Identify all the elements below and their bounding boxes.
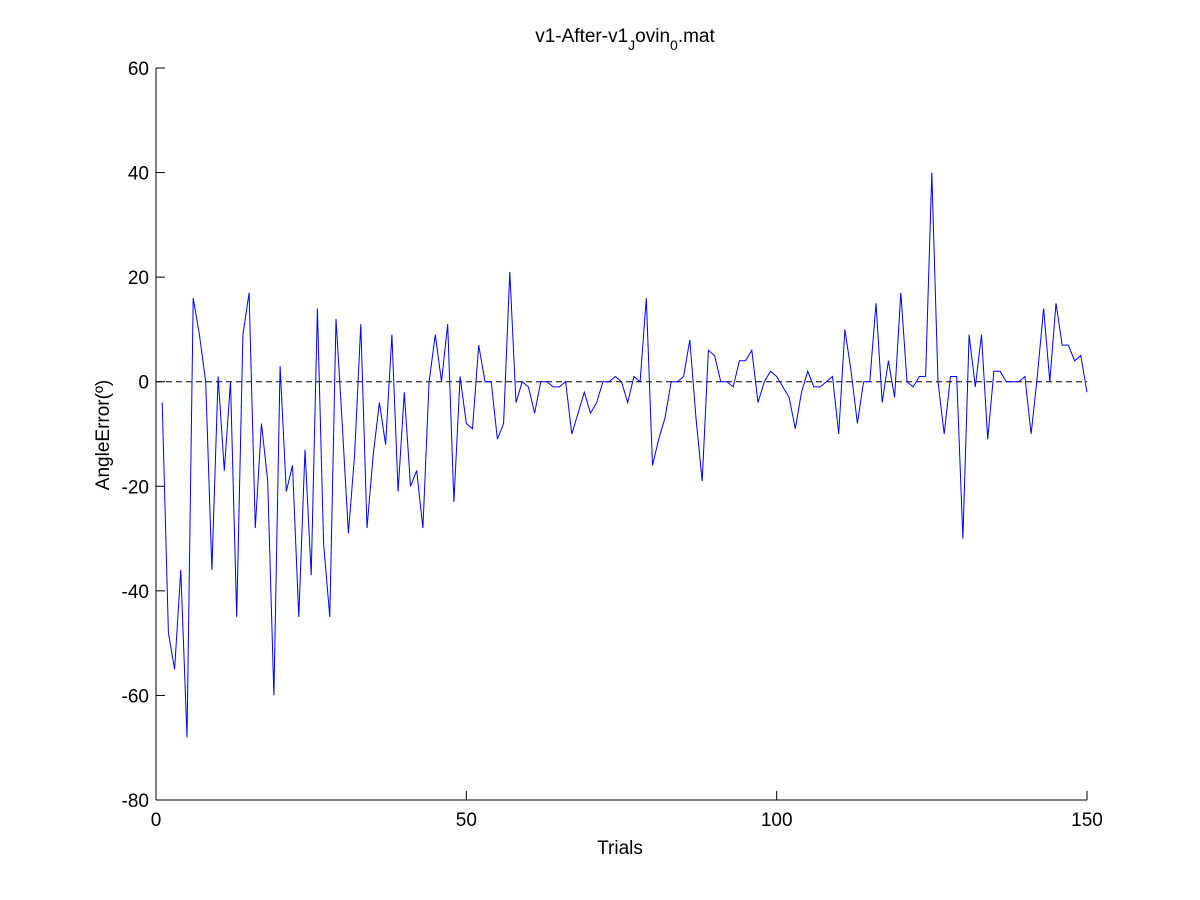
y-tick-label: 60 bbox=[128, 59, 149, 80]
chart-title: v1-After-v1Jovin0.mat bbox=[535, 26, 715, 53]
y-tick-label: -20 bbox=[122, 477, 149, 498]
plot-area: -80 -60 -40 -20 0 20 40 60 0 50 100 150 bbox=[122, 59, 1103, 831]
y-tick-label: 40 bbox=[128, 164, 149, 185]
x-axis-label: Trials bbox=[597, 838, 643, 859]
x-tick-label: 150 bbox=[1071, 810, 1103, 831]
y-axis-label: AngleError(º) bbox=[93, 380, 114, 490]
y-tick-label: -60 bbox=[122, 686, 149, 707]
x-tick-label: 50 bbox=[456, 810, 477, 831]
angle-error-series-line bbox=[161, 172, 1088, 738]
y-tick-label: -40 bbox=[122, 582, 149, 603]
y-tick-label: -80 bbox=[122, 791, 149, 812]
x-tick-label: 0 bbox=[151, 810, 162, 831]
x-tick-label: 100 bbox=[761, 810, 793, 831]
y-tick-label: 0 bbox=[138, 373, 149, 394]
y-tick-label: 20 bbox=[128, 268, 149, 289]
